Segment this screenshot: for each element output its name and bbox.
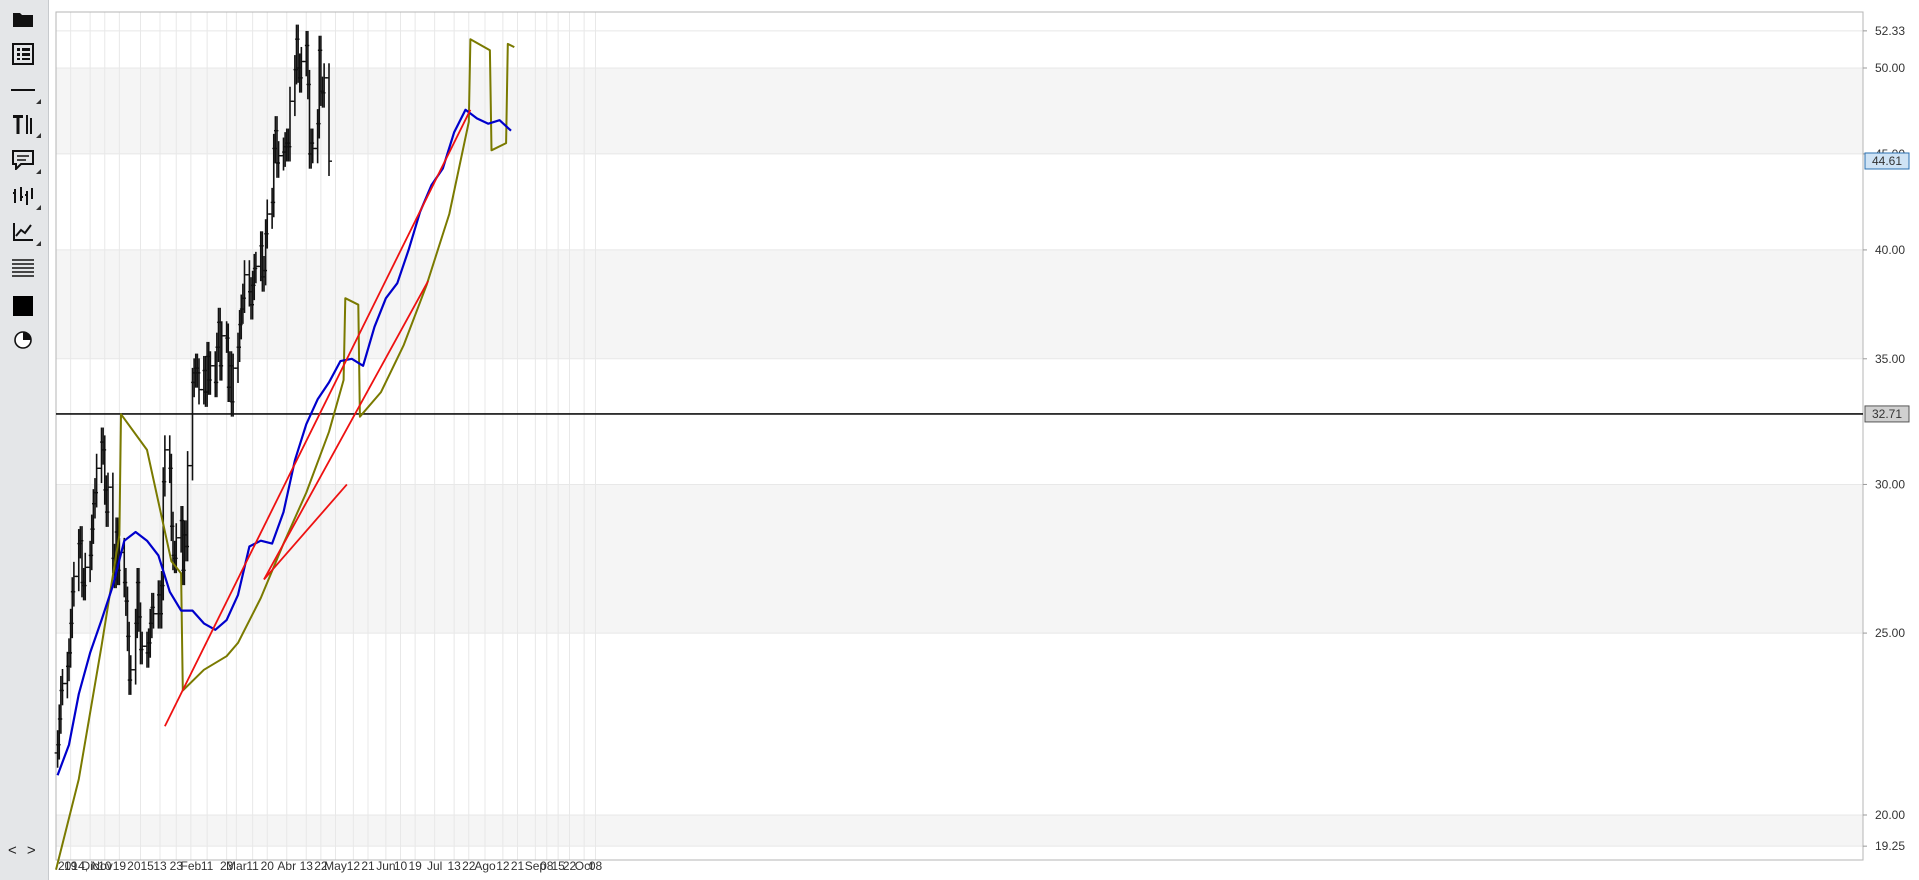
x-tick-label: 2015: [127, 859, 154, 873]
x-tick-label: 20: [261, 859, 275, 873]
pie-chart-tool-button[interactable]: [7, 324, 39, 356]
list-view-tool-button[interactable]: [7, 38, 39, 70]
x-tick-label: Oct: [575, 859, 594, 873]
open-folder-icon: [12, 10, 34, 28]
x-tick-label: 13: [153, 859, 167, 873]
y-tick-label: 30.00: [1875, 477, 1905, 491]
ohlc-bars: [54, 24, 332, 768]
submenu-arrow-icon[interactable]: [36, 205, 41, 210]
ohlc-bar: [326, 63, 332, 176]
y-tick-label: 35.00: [1875, 352, 1905, 366]
level-price-box: [1864, 405, 1910, 423]
line-chart-tool-button[interactable]: [7, 216, 41, 248]
x-tick-label: 19: [64, 859, 78, 873]
price-band: [56, 249, 1863, 359]
x-tick-label: Jul: [427, 859, 442, 873]
trendlines[interactable]: [164, 109, 472, 727]
moving-average-path: [56, 108, 512, 776]
x-tick-label: Sep: [525, 859, 547, 873]
current-price-box: [1864, 152, 1910, 170]
trendline: [263, 483, 348, 581]
level-price-label: 32.71: [1872, 407, 1902, 421]
trendline: [263, 280, 429, 580]
pie-chart-icon: [13, 330, 33, 350]
trendline: [164, 109, 472, 727]
x-tick-label: Ago: [474, 859, 496, 873]
x-tick-label: Dic: [81, 859, 98, 873]
x-tick-label: 2014, Nov: [58, 859, 113, 873]
current-price-label: 44.61: [1872, 154, 1902, 168]
horizontal-line-tool-button[interactable]: [7, 74, 41, 106]
x-tick-label: 23: [220, 859, 234, 873]
x-tick-label: 10: [98, 859, 112, 873]
text-tools-icon: [11, 112, 35, 136]
text-tools-tool-button[interactable]: [7, 108, 41, 140]
price-band: [56, 815, 1863, 847]
drawing-toolbar: < >: [0, 0, 49, 880]
horizontal-line-icon: [11, 87, 35, 93]
fibonacci-lines-icon: [11, 258, 35, 278]
color-fill-icon: [13, 296, 33, 316]
x-tick-label: 13: [447, 859, 461, 873]
x-tick-label: May: [324, 859, 347, 873]
x-tick-label: Mar: [226, 859, 247, 873]
submenu-arrow-icon[interactable]: [36, 169, 41, 174]
x-tick-label: 12: [496, 859, 510, 873]
y-tick-label: 52.33: [1875, 24, 1905, 38]
open-folder-tool-button[interactable]: [7, 3, 39, 35]
list-view-icon: [12, 43, 34, 65]
x-tick-label: 21: [361, 859, 375, 873]
x-tick-label: 08: [589, 859, 603, 873]
x-tick-label: Jun: [376, 859, 395, 873]
moving-average-line: [56, 108, 512, 776]
y-tick-label: 19.25: [1875, 839, 1905, 853]
y-tick-label: 40.00: [1875, 243, 1905, 257]
envelope-line: [55, 38, 515, 871]
price-markers: 44.61 32.71: [1864, 152, 1910, 423]
x-tick-label: 19: [408, 859, 422, 873]
x-tick-label: 21: [511, 859, 525, 873]
x-tick-label: 11: [201, 859, 214, 873]
x-tick-label: 22: [563, 859, 577, 873]
x-tick-label: 22: [462, 859, 476, 873]
line-chart-icon: [12, 222, 34, 242]
x-tick-label: 12: [347, 859, 361, 873]
comment-icon: [12, 150, 34, 170]
x-tick-label: 13: [300, 859, 314, 873]
submenu-arrow-icon[interactable]: [36, 99, 41, 104]
plot-border: [55, 11, 1864, 861]
y-axis: 52.3350.0045.0040.0035.0030.0025.0020.00…: [1863, 24, 1905, 853]
chart-bands: [56, 68, 1863, 847]
submenu-arrow-icon[interactable]: [36, 241, 41, 246]
fibonacci-lines-tool-button[interactable]: [7, 252, 39, 284]
submenu-arrow-icon[interactable]: [36, 133, 41, 138]
x-tick-label: Abr: [277, 859, 296, 873]
y-tick-label: 50.00: [1875, 61, 1905, 75]
x-tick-label: 10: [394, 859, 408, 873]
price-chart[interactable]: 52.3350.0045.0040.0035.0030.0025.0020.00…: [48, 0, 1919, 880]
bar-style-tool-button[interactable]: [7, 180, 41, 212]
x-tick-label: 11: [246, 859, 259, 873]
comment-tool-button[interactable]: [7, 144, 41, 176]
y-tick-label: 25.00: [1875, 626, 1905, 640]
navigation-arrows[interactable]: < >: [8, 842, 39, 859]
price-band: [56, 68, 1863, 154]
x-tick-label: 23: [170, 859, 184, 873]
color-fill-tool-button[interactable]: [7, 290, 39, 322]
x-tick-label: Feb: [181, 859, 202, 873]
envelope-path: [55, 38, 515, 871]
x-tick-label: 08: [540, 859, 554, 873]
y-tick-label: 20.00: [1875, 808, 1905, 822]
price-band: [56, 484, 1863, 634]
x-tick-label: 22: [314, 859, 328, 873]
x-tick-label: 19: [113, 859, 127, 873]
bar-style-icon: [12, 185, 34, 207]
x-tick-label: 15: [551, 859, 565, 873]
